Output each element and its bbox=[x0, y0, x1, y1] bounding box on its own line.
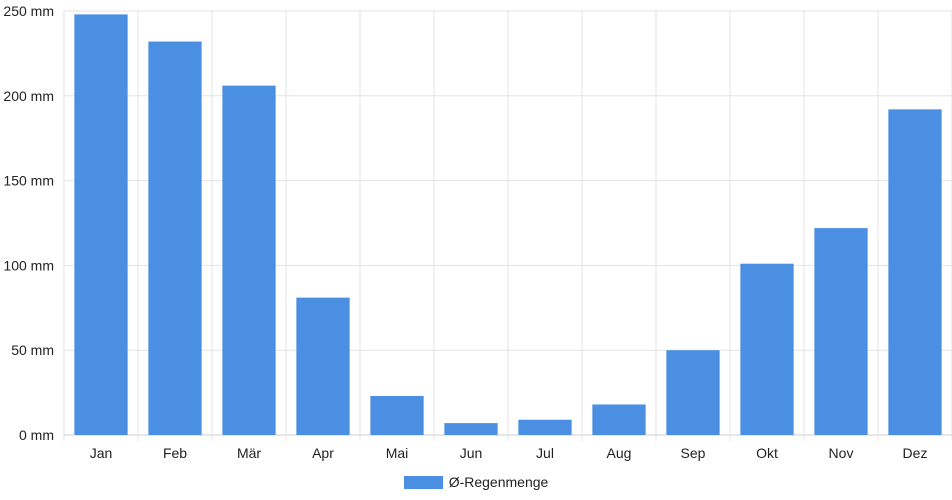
x-tick-label: Jun bbox=[460, 445, 483, 461]
x-tick-label: Mär bbox=[237, 445, 261, 461]
y-tick-label: 50 mm bbox=[11, 342, 54, 358]
bar bbox=[222, 85, 276, 436]
x-tick-label: Sep bbox=[681, 445, 706, 461]
x-tick-label: Apr bbox=[312, 445, 334, 461]
x-tick-label: Okt bbox=[756, 445, 778, 461]
y-tick-label: 200 mm bbox=[3, 88, 54, 104]
x-tick-label: Mai bbox=[386, 445, 409, 461]
y-tick-label: 0 mm bbox=[19, 427, 54, 443]
y-tick-label: 250 mm bbox=[3, 3, 54, 19]
bar bbox=[518, 419, 572, 435]
bar bbox=[74, 14, 128, 436]
legend-swatch bbox=[403, 475, 443, 489]
bar bbox=[444, 423, 498, 435]
x-tick-label: Nov bbox=[829, 445, 854, 461]
bar bbox=[666, 350, 720, 435]
legend-label: Ø-Regenmenge bbox=[448, 474, 549, 490]
bar bbox=[370, 395, 424, 435]
x-tick-label: Jan bbox=[90, 445, 113, 461]
x-tick-label: Dez bbox=[903, 445, 928, 461]
x-tick-label: Feb bbox=[163, 445, 187, 461]
y-tick-label: 100 mm bbox=[3, 257, 54, 273]
bar bbox=[296, 297, 350, 435]
bar bbox=[740, 263, 794, 435]
bar bbox=[814, 228, 868, 435]
bar bbox=[592, 404, 646, 435]
bar bbox=[888, 109, 942, 436]
x-tick-label: Aug bbox=[607, 445, 632, 461]
x-tick-label: Jul bbox=[536, 445, 554, 461]
y-tick-label: 150 mm bbox=[3, 173, 54, 189]
legend: Ø-Regenmenge bbox=[0, 471, 952, 493]
bar bbox=[148, 41, 202, 435]
